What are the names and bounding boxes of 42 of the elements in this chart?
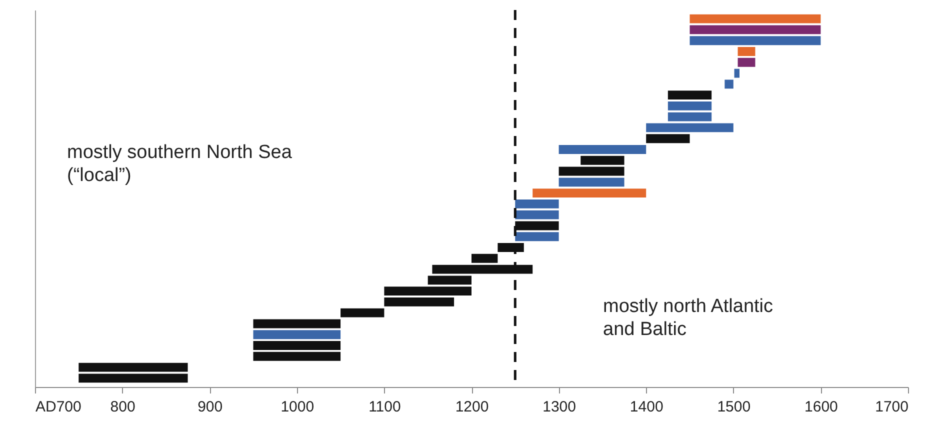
x-tick-label: 1700 [875, 398, 908, 416]
bar [690, 14, 821, 24]
bar [724, 80, 734, 89]
x-tick-label: 1000 [280, 398, 314, 416]
x-tick-label: 900 [198, 398, 223, 416]
bar [738, 58, 756, 67]
bar [558, 166, 624, 176]
bar [340, 308, 384, 318]
bar [646, 134, 690, 144]
annotation: mostly north Atlantic and Baltic [603, 296, 774, 340]
x-tick-label: AD700 [36, 398, 82, 416]
bar [734, 68, 740, 78]
bar [690, 25, 821, 34]
bar [558, 178, 624, 187]
x-tick-label: 1400 [630, 398, 664, 416]
x-tick-label: 1300 [542, 398, 576, 416]
bar [253, 330, 341, 340]
x-tick-label: 1500 [717, 398, 751, 416]
bar [515, 199, 559, 208]
x-tick-label: 1200 [455, 398, 489, 416]
bar [532, 188, 646, 198]
x-tick-label: 1600 [804, 398, 838, 416]
x-tick-label: 800 [110, 398, 136, 416]
x-tick-label: 1100 [368, 398, 401, 416]
bar [690, 36, 821, 46]
bar [515, 210, 559, 220]
bar [253, 341, 341, 350]
bar [515, 232, 559, 242]
bar [668, 101, 712, 110]
bar [253, 319, 341, 328]
bar [668, 112, 712, 122]
bar [668, 90, 712, 100]
bar [558, 145, 646, 154]
annotation: mostly southern North Sea (“local”) [67, 142, 292, 186]
bar [384, 297, 454, 306]
bar [428, 276, 472, 285]
bar [253, 352, 341, 361]
bar [472, 254, 498, 263]
bar [580, 156, 624, 165]
bar [646, 123, 734, 132]
bar [738, 47, 756, 56]
bar [384, 286, 472, 296]
